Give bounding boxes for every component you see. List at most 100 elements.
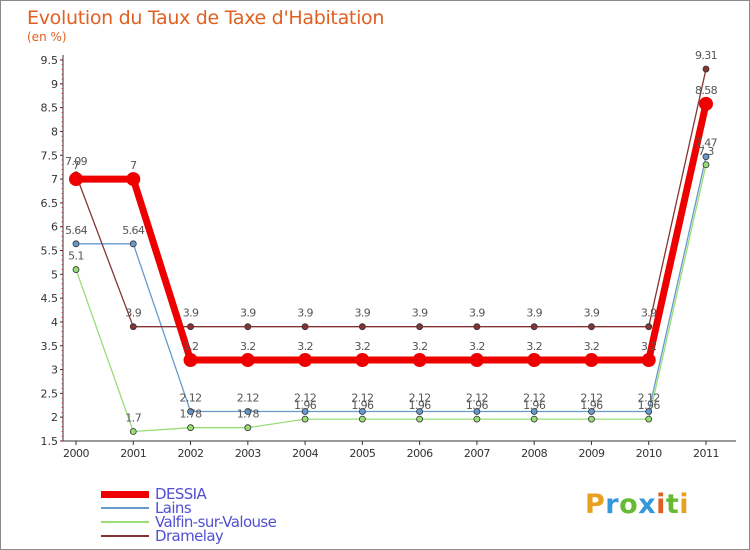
legend-entry: Lains (101, 500, 401, 516)
data-point (187, 323, 194, 331)
data-point (129, 428, 137, 435)
data-label: 3.2 (412, 340, 428, 353)
data-label: 2.12 (409, 391, 431, 404)
data-point (702, 65, 710, 73)
logo-letter: r (605, 489, 620, 520)
data-label: 1.96 (638, 399, 661, 412)
data-point (530, 415, 538, 423)
y-tick-label: 3.5 (41, 340, 59, 353)
axes: 1.5 2 2.5 3 3.5 4 4.5 5 5.5 6 6.5 7 7.5 8 8.5 9 9.5 2000 2… (41, 54, 736, 460)
data-label: 5.64 (65, 224, 88, 237)
x-tick-label: 2011 (693, 447, 719, 460)
data-point (473, 323, 481, 331)
data-point (72, 240, 80, 248)
data-point (588, 323, 595, 331)
data-label: 7 (73, 159, 80, 172)
data-label: 9.31 (695, 49, 717, 62)
data-label: 3.9 (240, 307, 256, 320)
series-lines (72, 68, 710, 433)
data-label: 3.2 (641, 340, 657, 353)
data-label: 1.96 (580, 399, 603, 412)
data-point (702, 153, 710, 161)
data-point (301, 415, 309, 423)
data-label: 2.12 (351, 391, 373, 404)
data-label: 1.96 (523, 399, 546, 412)
y-tick-label: 1.5 (41, 435, 59, 448)
logo-letter: P (585, 489, 606, 520)
data-label: 3.2 (526, 340, 542, 353)
data-point (355, 353, 370, 368)
legend: DESSIA Lains Valfin-sur-Valouse Dramelay (101, 486, 401, 544)
data-label: 3.2 (469, 340, 485, 353)
x-tick-label: 2005 (349, 447, 375, 460)
legend-swatch (101, 491, 149, 498)
data-label: 3.9 (526, 307, 542, 320)
data-label: 2.12 (179, 391, 201, 404)
legend-entry: Dramelay (101, 528, 401, 544)
data-point (244, 424, 252, 432)
legend-label-valfin: Valfin-sur-Valouse (155, 513, 277, 531)
data-label: 1.96 (409, 399, 432, 412)
data-point (301, 323, 309, 331)
data-label: 3.2 (584, 340, 600, 353)
data-point (412, 353, 427, 368)
chart-title: Evolution du Taux de Taxe d'Habitation (27, 7, 385, 29)
data-point (187, 408, 194, 415)
y-tick-label: 5 (51, 268, 58, 281)
y-tick-label: 3 (51, 364, 58, 377)
data-point (244, 408, 252, 415)
data-label: 2.12 (237, 391, 259, 404)
data-label: 3.9 (641, 307, 657, 320)
data-point (183, 353, 198, 368)
data-label: 3.9 (183, 307, 199, 320)
data-label: 1.78 (237, 408, 260, 421)
y-tick-label: 6 (51, 221, 58, 234)
data-point (473, 415, 481, 423)
legend-swatch (101, 507, 149, 509)
data-point (702, 161, 710, 169)
logo-letter: i (656, 489, 666, 520)
data-point (641, 353, 656, 368)
data-point (527, 353, 542, 368)
data-label: 3.2 (355, 340, 371, 353)
y-tick-label: 8.5 (41, 102, 59, 115)
data-point (699, 96, 713, 111)
data-point (416, 408, 424, 415)
data-point (645, 408, 653, 415)
data-point (416, 415, 424, 423)
y-tick-label: 7.5 (41, 149, 59, 162)
x-tick-label: 2006 (407, 447, 433, 460)
x-tick-label: 2000 (63, 447, 89, 460)
data-point (69, 172, 83, 187)
data-label: 3.9 (469, 307, 485, 320)
data-point (187, 424, 194, 432)
data-point (584, 353, 599, 368)
data-point (240, 353, 255, 368)
data-point (588, 408, 595, 415)
y-tick-label: 7 (51, 173, 58, 186)
data-label: 1.7 (125, 411, 141, 424)
data-labels: 7 7 3.2 3.2 3.2 3.2 3.2 3.2 3.2 3.2 3.2 8.58 5.64 5.6… (65, 49, 718, 424)
data-label: 7 (130, 159, 137, 172)
x-tick-label: 2002 (178, 447, 204, 460)
data-label: 1.96 (294, 399, 317, 412)
data-label: 3.9 (297, 307, 313, 320)
data-label: 3.9 (125, 307, 141, 320)
data-label: 3.2 (183, 340, 199, 353)
x-tick-label: 2009 (578, 447, 604, 460)
legend-entry: Valfin-sur-Valouse (101, 513, 401, 531)
data-point (645, 323, 653, 331)
data-label: 1.96 (351, 399, 374, 412)
series-line (75, 156, 707, 413)
x-tick-label: 2003 (235, 447, 261, 460)
y-tick-label: 2.5 (41, 387, 59, 400)
logo-letter: x (638, 489, 657, 520)
data-point (72, 266, 80, 273)
y-tick-label: 5.5 (41, 245, 59, 258)
data-point (358, 323, 366, 331)
data-point (129, 240, 137, 248)
data-label: 3.9 (584, 307, 600, 320)
data-point (645, 415, 653, 423)
data-point (469, 353, 484, 368)
